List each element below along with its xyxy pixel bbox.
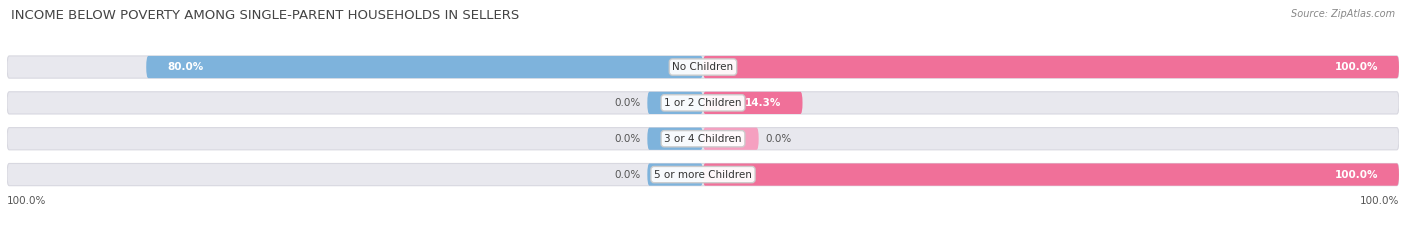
Text: 0.0%: 0.0% (614, 134, 640, 144)
Text: 14.3%: 14.3% (745, 98, 782, 108)
FancyBboxPatch shape (7, 56, 1399, 78)
Text: 100.0%: 100.0% (7, 196, 46, 206)
FancyBboxPatch shape (647, 128, 703, 150)
FancyBboxPatch shape (7, 92, 1399, 114)
FancyBboxPatch shape (647, 92, 703, 114)
FancyBboxPatch shape (647, 164, 703, 186)
Text: 80.0%: 80.0% (167, 62, 204, 72)
Text: 5 or more Children: 5 or more Children (654, 170, 752, 180)
FancyBboxPatch shape (703, 56, 1399, 78)
FancyBboxPatch shape (703, 164, 1399, 186)
FancyBboxPatch shape (703, 128, 759, 150)
Text: 0.0%: 0.0% (614, 98, 640, 108)
Text: 100.0%: 100.0% (1360, 196, 1399, 206)
FancyBboxPatch shape (7, 128, 1399, 150)
Text: 0.0%: 0.0% (614, 170, 640, 180)
Text: 100.0%: 100.0% (1334, 62, 1378, 72)
Text: No Children: No Children (672, 62, 734, 72)
FancyBboxPatch shape (7, 164, 1399, 186)
Text: 1 or 2 Children: 1 or 2 Children (664, 98, 742, 108)
Text: 3 or 4 Children: 3 or 4 Children (664, 134, 742, 144)
Text: 0.0%: 0.0% (766, 134, 792, 144)
Text: Source: ZipAtlas.com: Source: ZipAtlas.com (1291, 9, 1395, 19)
FancyBboxPatch shape (703, 92, 803, 114)
Text: 100.0%: 100.0% (1334, 170, 1378, 180)
Text: INCOME BELOW POVERTY AMONG SINGLE-PARENT HOUSEHOLDS IN SELLERS: INCOME BELOW POVERTY AMONG SINGLE-PARENT… (11, 9, 519, 22)
FancyBboxPatch shape (146, 56, 703, 78)
